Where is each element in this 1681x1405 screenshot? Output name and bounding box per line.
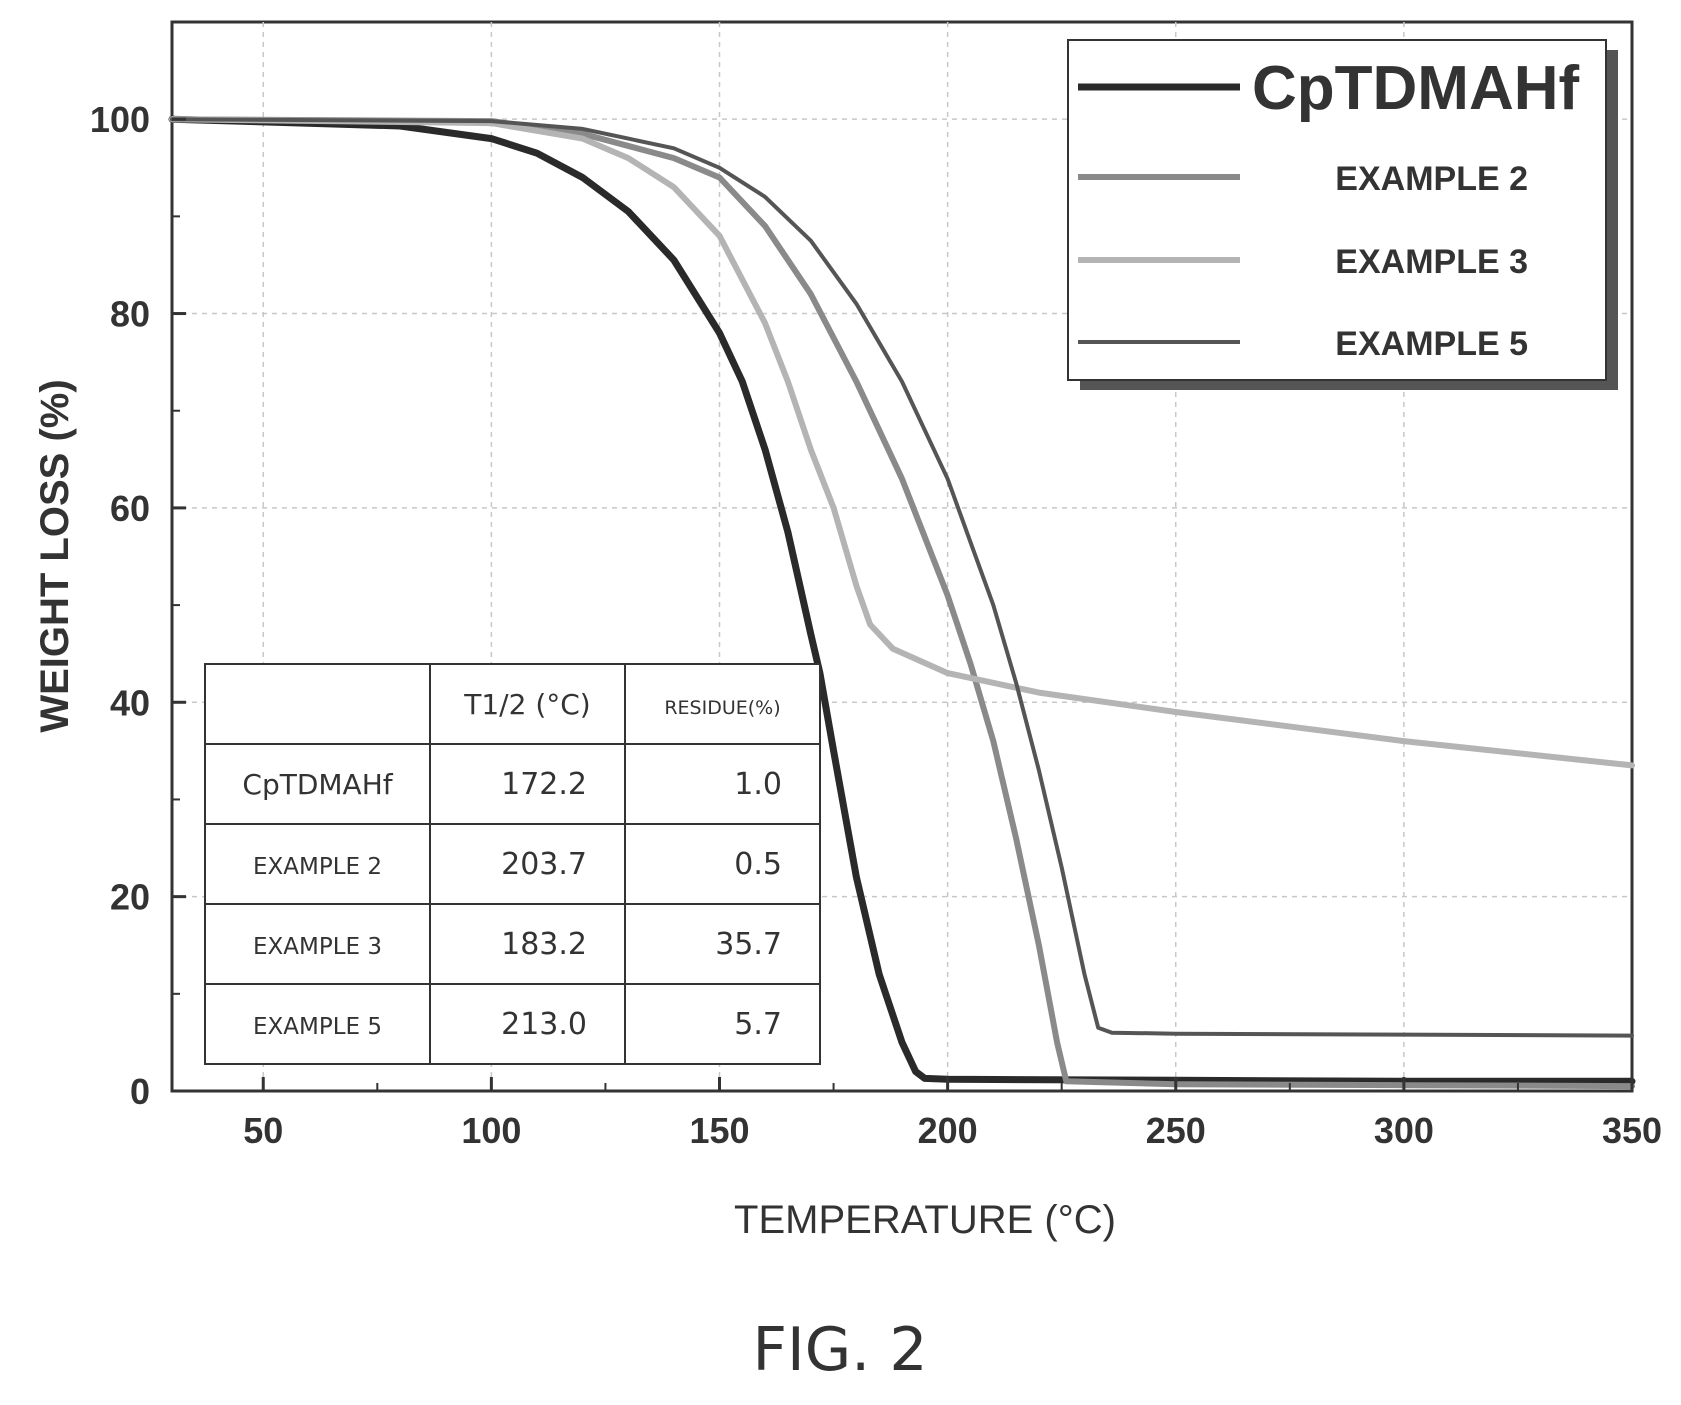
series-line-2: [169, 116, 1635, 1090]
table-header-1: T1/2 (°C): [463, 688, 590, 721]
table-cell-r0-c0: CpTDMAHf: [242, 768, 393, 801]
legend-box: [1067, 39, 1607, 381]
y-tick-label-2: 40: [110, 682, 150, 723]
x-tick-label-3: 200: [918, 1110, 978, 1151]
y-tick-label-0: 0: [130, 1071, 150, 1112]
results-table: T1/2 (°C) RESIDUE(%) CpTDMAHf 172.2 1.0 EXAMP…: [204, 663, 821, 1065]
table-cell-r0-c1: 172.2: [501, 767, 587, 802]
series-lines: [168, 115, 1636, 1090]
legend-label-4: EXAMPLE 5: [1335, 325, 1528, 363]
table-cell-r1-c2: 0.5: [734, 847, 782, 882]
y-axis-ticks: 0 20 40 60 80 100: [90, 99, 186, 1112]
y-axis-title: WEIGHT LOSS (%): [33, 379, 77, 732]
x-tick-label-2: 150: [689, 1110, 749, 1151]
x-tick-label-0: 50: [243, 1110, 283, 1151]
table-cell-r0-c2: 1.0: [734, 767, 782, 802]
y-tick-label-3: 60: [110, 488, 150, 529]
series-line-3: [169, 116, 1635, 769]
y-tick-label-5: 100: [90, 99, 150, 140]
x-axis-ticks: 50 100 150 200 250 300 350: [243, 1077, 1662, 1151]
table-cell-r2-c2: 35.7: [715, 927, 782, 962]
series-line-1: [168, 115, 1636, 1085]
x-tick-label-4: 250: [1146, 1110, 1206, 1151]
table-cell-r1-c0: EXAMPLE 2: [253, 854, 382, 880]
legend: CpTDMAHf EXAMPLE 2 EXAMPLE 3 EXAMPLE 5: [1067, 39, 1618, 390]
table-frame: [204, 663, 821, 1065]
y-tick-label-4: 80: [110, 294, 150, 335]
legend-label-1: CpTDMAHf: [1252, 54, 1579, 123]
x-tick-label-5: 300: [1374, 1110, 1434, 1151]
table-cell-r3-c2: 5.7: [734, 1007, 782, 1042]
table-cell-r1-c1: 203.7: [501, 847, 587, 882]
x-axis-title: TEMPERATURE (°C): [734, 1198, 1116, 1242]
table-cell-r3-c1: 213.0: [501, 1007, 587, 1042]
table-header-2: RESIDUE(%): [664, 697, 780, 719]
x-tick-label-1: 100: [461, 1110, 521, 1151]
table-cell-r3-c0: EXAMPLE 5: [253, 1014, 382, 1040]
table-cell-r2-c0: EXAMPLE 3: [253, 934, 382, 960]
table-cell-r2-c1: 183.2: [501, 927, 587, 962]
x-tick-label-6: 350: [1602, 1110, 1662, 1151]
figure-caption: FIG. 2: [752, 1315, 927, 1385]
y-tick-label-1: 20: [110, 877, 150, 918]
legend-label-2: EXAMPLE 2: [1335, 160, 1528, 198]
series-line-4: [170, 117, 1634, 1038]
legend-label-3: EXAMPLE 3: [1335, 243, 1528, 281]
